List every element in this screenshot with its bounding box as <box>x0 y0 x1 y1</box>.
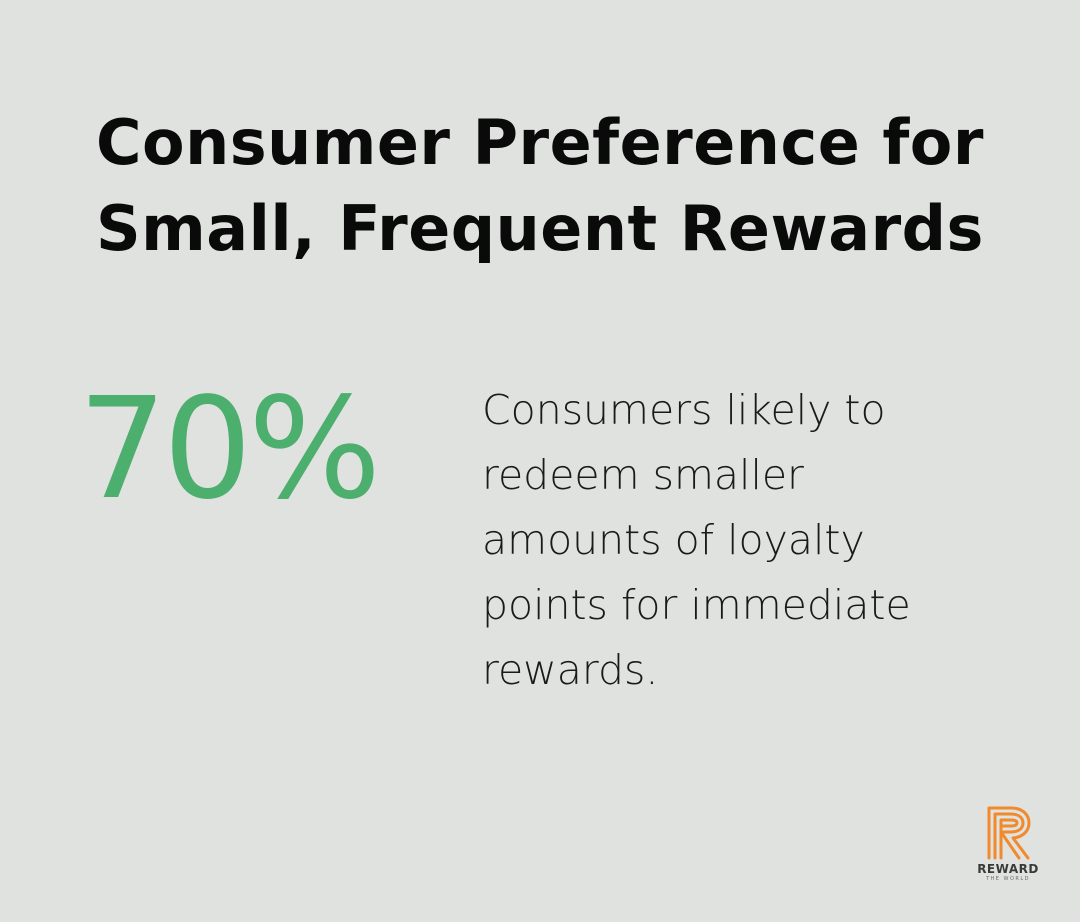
logo-tagline: THE WORLD <box>985 876 1031 882</box>
brand-logo: REWARD THE WORLD <box>966 804 1050 884</box>
stat-description-line: rewards. <box>482 646 659 694</box>
logo-wordmark: REWARD <box>977 862 1039 876</box>
stat-description-line: points for immediate <box>482 581 911 629</box>
stat-description-line: redeem smaller <box>482 451 804 499</box>
r-logo-icon <box>987 806 1031 860</box>
title-line-1: Consumer Preference for <box>96 106 984 179</box>
stat-description: Consumers likely to redeem smaller amoun… <box>482 378 1002 703</box>
stat-value: 70% <box>78 368 381 531</box>
stat-description-line: Consumers likely to <box>482 386 886 434</box>
title-line-2: Small, Frequent Rewards <box>96 192 984 265</box>
stat-description-line: amounts of loyalty <box>482 516 865 564</box>
page-title: Consumer Preference for Small, Frequent … <box>40 100 1040 272</box>
